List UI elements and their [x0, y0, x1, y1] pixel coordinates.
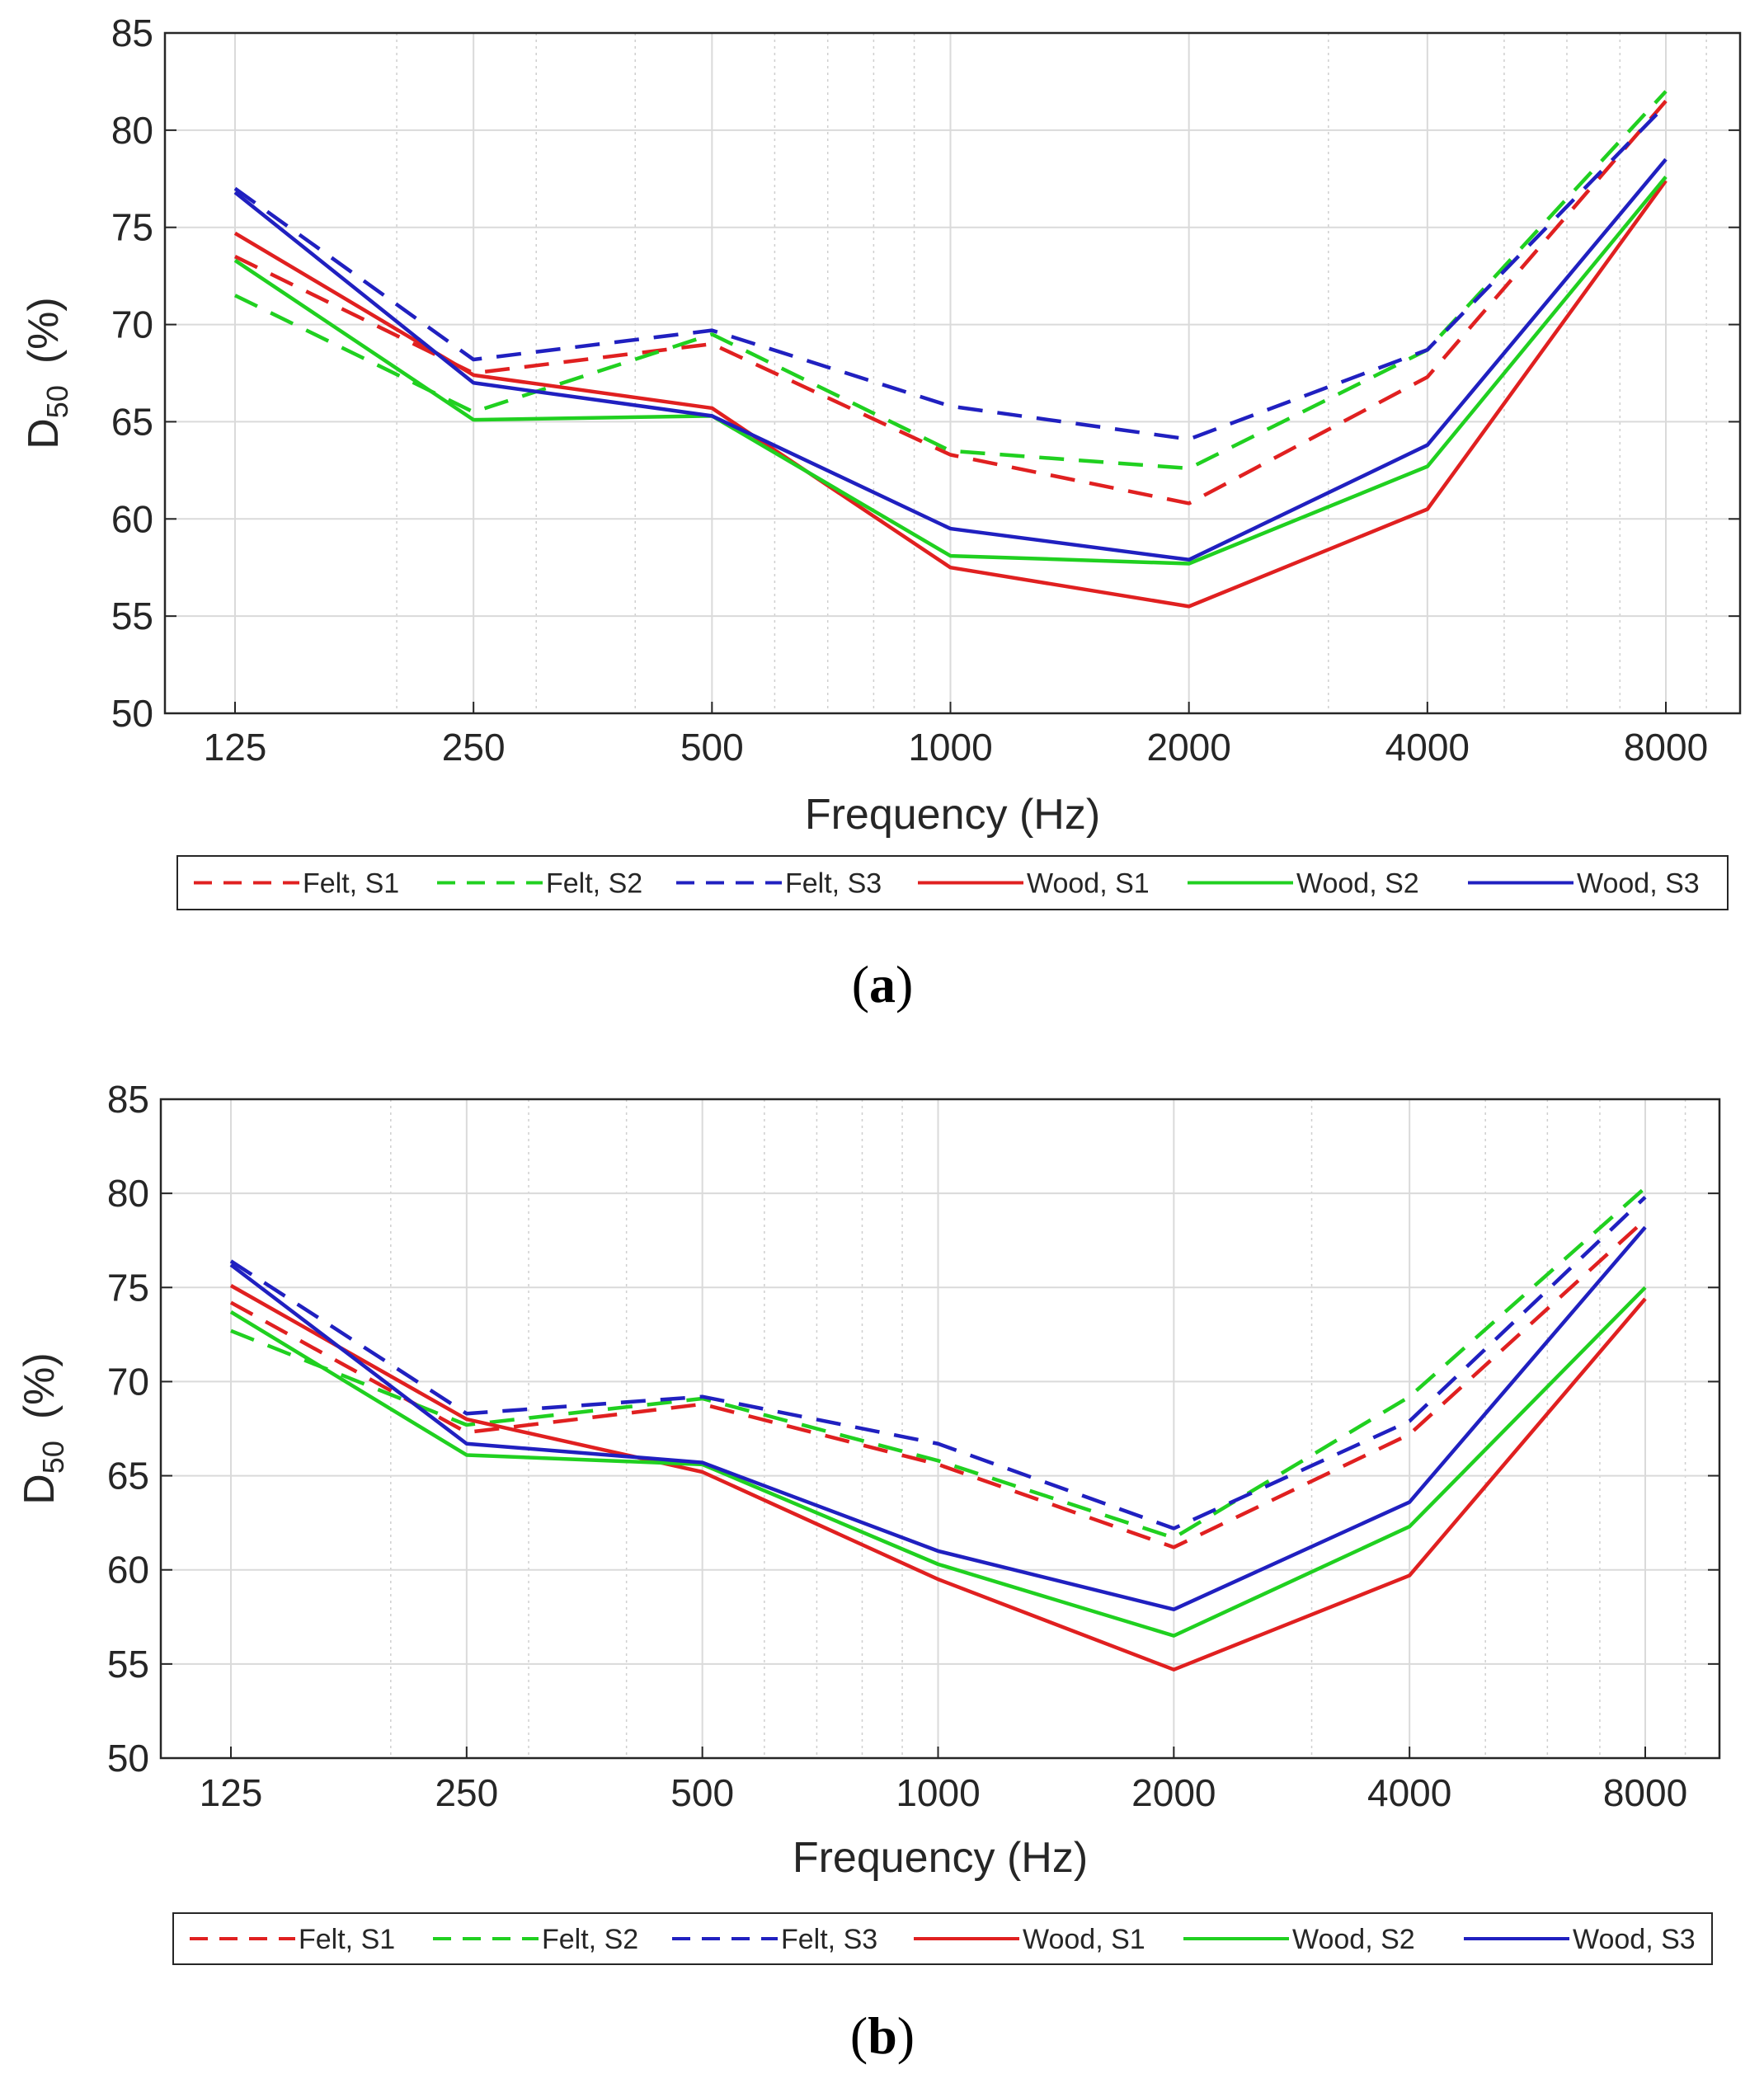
legend-label: Wood, S2 [1292, 1924, 1415, 1955]
legend-label: Felt, S3 [781, 1924, 877, 1955]
legend-item: Felt, S1 [190, 1924, 395, 1955]
series-line-5 [229, 1286, 1647, 1638]
y-tick-label: 80 [107, 1172, 149, 1215]
caption-letter: a [869, 955, 896, 1013]
series-line-5 [233, 175, 1668, 566]
caption-open-paren: ( [850, 2006, 868, 2065]
series-line-6 [233, 158, 1668, 562]
x-tick-label: 1000 [896, 1771, 980, 1814]
caption-close-paren: ) [897, 2006, 915, 2065]
y-axis-title-symbol: D [16, 1474, 64, 1505]
legend-item: Felt, S2 [437, 868, 642, 900]
legend-item: Wood, S2 [1188, 868, 1419, 900]
y-axis-title-symbol: D [20, 418, 68, 449]
legend-item: Wood, S1 [914, 1924, 1145, 1955]
legend-label: Wood, S3 [1577, 868, 1700, 900]
x-tick-label: 500 [680, 726, 744, 769]
legend-label: Wood, S1 [1027, 868, 1150, 900]
caption-letter: b [868, 2006, 897, 2065]
y-axis-title: D50 (%) [20, 297, 74, 449]
x-axis-title: Frequency (Hz) [805, 791, 1100, 839]
y-tick-label: 85 [111, 12, 153, 54]
legend-item: Felt, S3 [672, 1924, 877, 1955]
y-axis-title-subscript: 50 [36, 1441, 70, 1474]
y-tick-label: 55 [111, 595, 153, 637]
y-tick-label: 85 [107, 1078, 149, 1121]
series-line-3 [233, 103, 1668, 441]
legend-item: Wood, S1 [918, 868, 1150, 900]
legend-item: Wood, S2 [1183, 1924, 1415, 1955]
y-axis-title-unit: (%) [20, 297, 68, 364]
legend-item: Felt, S3 [676, 868, 882, 900]
legend-item: Felt, S1 [194, 868, 399, 900]
legend-label: Felt, S1 [303, 868, 399, 900]
y-tick-label: 65 [111, 400, 153, 443]
x-tick-label: 1000 [908, 726, 992, 769]
y-tick-label: 75 [107, 1266, 149, 1309]
panel-caption: (a) [852, 955, 914, 1013]
legend: Felt, S1 Felt, S2 Felt, S3 Wood, S1 Wood, S2… [176, 855, 1729, 910]
legend-item: Wood, S3 [1464, 1924, 1696, 1955]
x-tick-label: 125 [204, 726, 267, 769]
plot-area [165, 33, 1740, 713]
minor-gridlines [396, 33, 1707, 713]
x-tick-label: 125 [200, 1771, 263, 1814]
x-tick-label: 2000 [1131, 1771, 1216, 1814]
legend: Felt, S1 Felt, S2 Felt, S3 Wood, S1 Wood, S2… [172, 1912, 1713, 1965]
series-line-1 [234, 100, 1668, 505]
axes-box [163, 31, 1742, 715]
legend-label: Wood, S1 [1023, 1924, 1145, 1955]
legend-label: Felt, S1 [299, 1924, 395, 1955]
x-tick-label: 2000 [1146, 726, 1230, 769]
legend-label: Felt, S2 [546, 868, 642, 900]
chart-panel-a: 50 55 60 65 70 75 80 85 125 250 500 1000 2000 4000 800… [20, 12, 1742, 1013]
y-axis-title: D50 (%) [16, 1352, 70, 1504]
x-tick-label: 500 [670, 1771, 734, 1814]
y-axis-title-subscript: 50 [40, 385, 74, 418]
legend-item: Felt, S2 [433, 1924, 638, 1955]
axes-box [159, 1098, 1721, 1760]
x-tick-label: 8000 [1624, 726, 1708, 769]
series-line-6 [229, 1225, 1647, 1611]
caption-close-paren: ) [896, 955, 913, 1013]
series-line-4 [229, 1284, 1647, 1672]
y-tick-label: 55 [107, 1643, 149, 1686]
plot-area [161, 1099, 1719, 1758]
x-axis-title: Frequency (Hz) [793, 1834, 1088, 1882]
x-tick-label: 8000 [1603, 1771, 1687, 1814]
y-tick-label: 50 [107, 1737, 149, 1780]
legend-label: Felt, S3 [785, 868, 882, 900]
legend-item: Wood, S3 [1468, 868, 1700, 900]
caption-open-paren: ( [852, 955, 869, 1013]
y-tick-label: 50 [111, 692, 153, 735]
series-line-4 [233, 179, 1668, 609]
y-tick-label: 60 [107, 1549, 149, 1592]
x-tick-label: 250 [442, 726, 506, 769]
minor-gridlines [390, 1099, 1686, 1758]
y-tick-label: 80 [111, 109, 153, 152]
chart-panel-b: 50 55 60 65 70 75 80 85 125 250 500 1000 2000 4000 800… [16, 1078, 1721, 2065]
y-tick-label: 60 [111, 497, 153, 540]
x-tick-label: 4000 [1385, 726, 1470, 769]
y-tick-label: 70 [107, 1360, 149, 1403]
y-tick-label: 65 [107, 1455, 149, 1498]
y-axis-title-unit: (%) [16, 1352, 64, 1419]
legend-label: Wood, S3 [1573, 1924, 1696, 1955]
x-tick-label: 250 [435, 1771, 498, 1814]
y-tick-label: 70 [111, 303, 153, 346]
panel-caption: (b) [850, 2006, 915, 2065]
x-tick-label: 4000 [1367, 1771, 1451, 1814]
series-line-3 [229, 1196, 1647, 1531]
series-line-2 [230, 1186, 1647, 1540]
legend-label: Felt, S2 [542, 1924, 638, 1955]
y-tick-label: 75 [111, 206, 153, 249]
legend-label: Wood, S2 [1296, 868, 1419, 900]
